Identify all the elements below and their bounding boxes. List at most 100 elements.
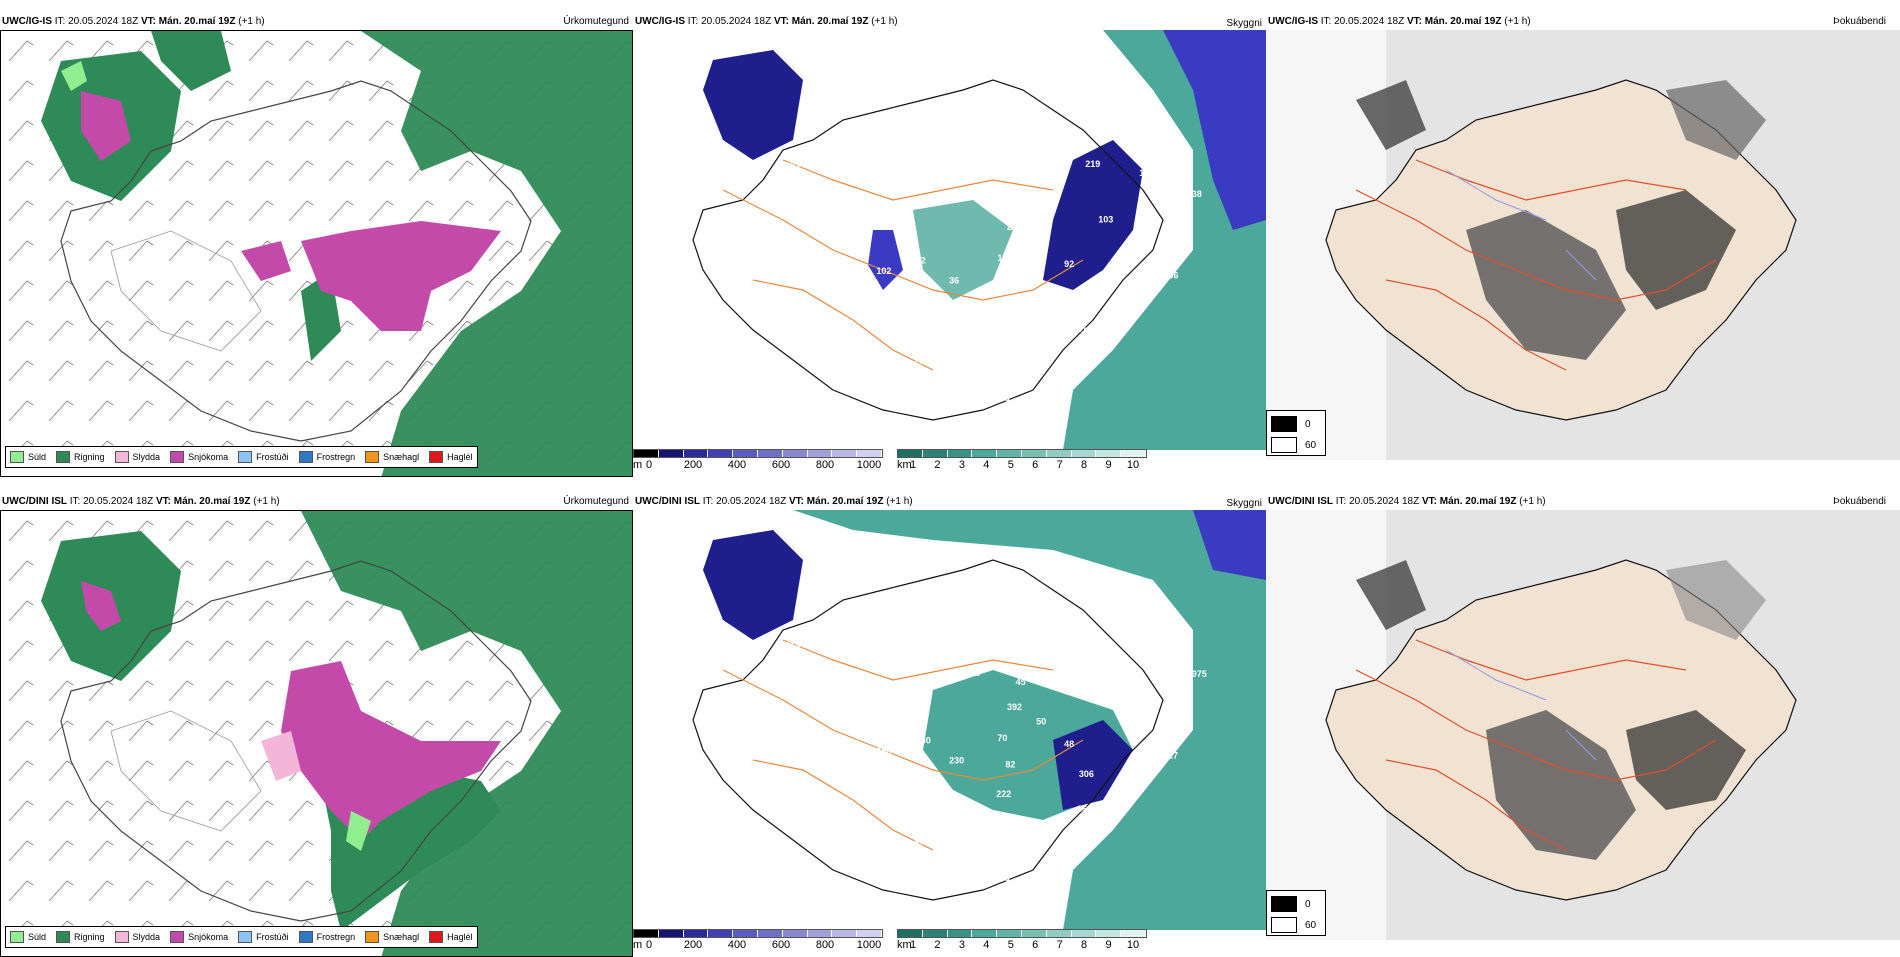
cloud-base-label: 65 [739,228,749,238]
colorbar-tick: 1 [909,939,917,951]
cloud-base-label: 271 [1141,105,1156,115]
cloud-base-label: 64 [837,695,847,705]
fog-legend-top: 0 60 [1266,410,1326,456]
colorbar-tick: 10 [1126,939,1140,951]
fog-legend-row: 60 [1271,917,1321,933]
fog-legend-bottom: 0 60 [1266,890,1326,936]
cloud-base-labels: 22 102 46 41 72 83 102 35 306 146 140 263 183 38 42 44 6… [700,67,1202,403]
fog-dark-area [1356,560,1426,630]
legend-swatch [238,931,253,943]
colorbar-tick: 800 [815,939,835,951]
cloud-base-label: 306 [1079,769,1094,779]
visibility-panel-bottom: UWC/DINI ISL IT: 20.05.2024 18Z VT: Mán.… [633,492,1266,957]
cloud-base-label: 42 [805,192,815,202]
cloud-base-label: 100 [811,80,826,90]
legend-label: Haglél [447,932,473,942]
rain-area-east [301,511,632,956]
cloud-base-label: 186 [876,746,891,756]
cloud-base-label: 302 [1136,718,1151,728]
precip-map-graphic [1,511,632,956]
precip-type-panel-bottom: UWC/DINI ISL IT: 20.05.2024 18Z VT: Mán.… [0,492,633,957]
cloud-base-label: 115 [965,188,980,198]
cloud-base-label: 203 [914,356,929,366]
cloud-base-label: 22 [820,313,830,323]
cloud-base-label: 117 [1164,750,1179,760]
fog-dark-area [1356,80,1426,150]
cloud-base-label: 129 [1139,648,1154,658]
legend-label: Snæhagl [383,452,420,462]
cloud-base-label: 233 [965,668,980,678]
cloud-base-label: 61 [1079,289,1089,299]
fog-map-graphic [1266,510,1900,940]
cloud-base-label: 44 [938,150,948,160]
fog-dark-area [1666,80,1766,160]
cloud-base-label: 72 [703,194,713,204]
iceland-coastline [692,79,1164,421]
panel-parameter: Þokuábendi [1833,16,1886,27]
fog-legend-swatch [1271,917,1297,933]
cloud-base-label: 230 [949,756,964,766]
legend-item: Haglél [429,451,473,463]
panel-title: UWC/IG-IS IT: 20.05.2024 18Z VT: Mán. 20… [635,16,898,27]
legend-item: Súld [10,451,46,463]
legend-item: Frostregn [298,931,356,943]
panel-parameter: Skyggni [1226,498,1262,509]
colorbar-tick: 9 [1105,939,1112,951]
iceland-coastline [60,560,532,922]
colorbar-tick: 4 [983,459,990,471]
colorbar-tick: 2 [934,459,941,471]
cloud-base-label: 58 [1000,873,1010,883]
colorbar-tick: 10 [1126,459,1140,471]
cloud-base-bar [633,929,883,938]
panel-title: UWC/DINI ISL IT: 20.05.2024 18Z VT: Mán.… [1268,496,1546,507]
cloud-base-label: 103 [1098,214,1113,224]
visibility-bar [897,929,1147,938]
cloud-base-label: 38 [1192,189,1202,199]
cloud-base-label: 200 [967,606,982,616]
colorbar-tick: 5 [1007,459,1014,471]
colorbar-tick: 0 [645,459,653,471]
cloud-base-label: 35 [877,185,887,195]
rain-area-east [361,31,632,476]
visibility-map: 22 102 46 41 72 83 102 35 306 146 140 263 183 38 42 44 6… [633,30,1266,450]
colorbar-tick: 3 [958,939,965,951]
legend-swatch [114,931,129,943]
legend-swatch [298,451,313,463]
legend-item: Haglél [429,931,473,943]
legend-item: Slydda [114,451,161,463]
legend-label: Frostregn [316,932,356,942]
fog-legend-label: 0 [1305,898,1311,910]
colorbar-tick: 8 [1081,939,1088,951]
low-cloud-westfjords [703,530,803,640]
cloud-base-label: 36 [949,276,959,286]
legend-label: Frostúði [256,452,289,462]
colorbar-tick: 6 [1032,939,1039,951]
cloud-base-label: 183 [785,161,800,171]
legend-label: Slydda [132,452,161,462]
cloud-base-label: 58 [954,67,964,77]
cloud-base-label: 139 [927,177,942,187]
fog-dark-area [1626,710,1746,810]
visibility-map-graphic: 392 186 200 361 46 45 63 96 117 138 13 222 514 975 180… [633,510,1266,930]
cloud-base-label: 84 [877,665,887,675]
road-network [110,710,262,832]
colorbar-tick: 200 [683,939,703,951]
low-cloud-east [1053,720,1133,810]
visibility-panel-top: UWC/IG-IS IT: 20.05.2024 18Z VT: Mán. 20… [633,12,1266,477]
fog-legend-swatch [1271,896,1297,912]
low-cloud-westfjords [703,50,803,160]
fog-panel-top: UWC/IG-IS IT: 20.05.2024 18Z VT: Mán. 20… [1266,12,1900,477]
cloud-base-label: 45 [954,547,964,557]
road-network [722,159,1084,371]
cloud-base-label: 191 [760,787,775,797]
colorbar-tick: 600 [771,939,791,951]
cloud-base-label: 22 [1007,222,1017,232]
cloud-base-label: 145 [1136,238,1151,248]
visibility-map-graphic: 22 102 46 41 72 83 102 35 306 146 140 263 183 38 42 44 6… [633,30,1266,450]
precip-legend: Súld Rigning Slydda Snjókoma Frostúði Frostre… [5,446,478,468]
legend-label: Snjókoma [188,452,229,462]
cloud-base-label: 63 [1075,583,1085,593]
visibility-map: 392 186 200 361 46 45 63 96 117 138 13 222 514 975 180… [633,510,1266,930]
legend-label: Súld [28,932,47,942]
legend-swatch [429,931,444,943]
